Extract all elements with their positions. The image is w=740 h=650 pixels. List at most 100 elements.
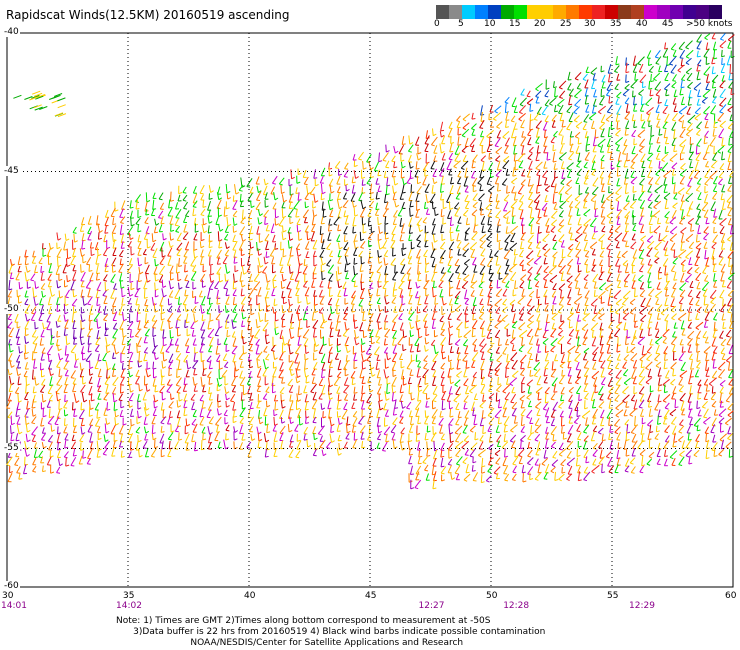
wind-barb-flag: [333, 223, 338, 226]
wind-barb-flag: [559, 206, 563, 210]
wind-barb: [479, 136, 485, 146]
wind-barb: [240, 329, 243, 339]
wind-barb-flag: [465, 326, 469, 329]
wind-barb-flag: [678, 48, 683, 51]
wind-barb-flag: [542, 248, 547, 251]
wind-barb: [153, 337, 156, 348]
wind-barb-flag: [648, 286, 652, 289]
wind-barb-flag: [690, 230, 695, 232]
wind-barb: [373, 161, 380, 171]
wind-barb: [601, 183, 605, 192]
wind-barb: [410, 184, 412, 194]
wind-barb-flag: [393, 191, 397, 194]
wind-barb: [440, 337, 447, 345]
wind-barb: [687, 321, 692, 328]
wind-barb: [625, 74, 627, 83]
wind-barb-flag: [449, 325, 454, 329]
wind-barb: [654, 241, 662, 249]
wind-barb-flag: [183, 238, 187, 241]
wind-barb-flag: [672, 206, 676, 209]
wind-barb: [640, 258, 644, 265]
wind-barb: [16, 336, 20, 345]
wind-barb: [81, 233, 85, 241]
wind-barb: [327, 353, 331, 363]
wind-barb: [137, 241, 142, 249]
wind-barb: [589, 217, 597, 227]
wind-barb: [143, 319, 149, 328]
wind-barb: [462, 265, 469, 274]
wind-barb: [490, 121, 493, 128]
wind-barb-flag: [682, 351, 686, 353]
wind-barb-flag: [192, 311, 196, 313]
wind-barb-flag: [637, 135, 642, 138]
wind-barb-flag: [240, 222, 245, 225]
wind-barb: [673, 249, 676, 258]
wind-barb: [696, 138, 702, 146]
wind-barb: [430, 160, 436, 169]
wind-barb: [249, 241, 252, 249]
wind-barb-flag: [208, 231, 212, 234]
wind-barb: [368, 295, 373, 306]
wind-barb-flag: [647, 327, 652, 329]
wind-barb-flag: [274, 197, 279, 201]
wind-barb: [257, 209, 261, 216]
wind-barb: [319, 175, 324, 184]
wind-barb: [391, 352, 398, 362]
colorbar-swatch: [631, 5, 644, 19]
wind-barb-flag: [409, 214, 414, 217]
wind-barb-flag: [616, 96, 620, 99]
wind-barb: [566, 162, 574, 169]
wind-barb: [264, 233, 270, 241]
wind-barb: [526, 298, 533, 306]
wind-barb-flag: [304, 198, 309, 201]
wind-barb: [696, 98, 700, 106]
wind-barb: [208, 281, 214, 290]
wind-barb: [433, 145, 438, 154]
wind-barb: [606, 335, 612, 345]
wind-barb-flag: [618, 321, 623, 324]
wind-barb: [533, 194, 541, 203]
wind-barb: [639, 200, 646, 209]
wind-barb: [432, 128, 434, 136]
wind-barb: [145, 208, 148, 216]
wind-barb: [463, 329, 472, 337]
wind-barb-flag: [719, 296, 724, 299]
wind-barb-flag: [506, 174, 510, 176]
wind-barb: [393, 177, 396, 186]
wind-barb: [328, 218, 331, 226]
wind-barb-flag: [514, 287, 519, 290]
wind-barb: [552, 193, 555, 204]
wind-barb: [681, 346, 684, 353]
wind-barb: [470, 273, 475, 283]
wind-barb: [597, 307, 604, 314]
wind-barb: [648, 177, 654, 185]
wind-barb: [232, 289, 237, 296]
wind-barb: [241, 209, 244, 220]
wind-barb: [63, 328, 66, 336]
wind-barb: [679, 88, 682, 96]
wind-barb-flag: [527, 304, 531, 307]
wind-barb-flag: [281, 318, 285, 321]
wind-barb-flag: [719, 86, 724, 89]
wind-barb-flag: [711, 166, 715, 169]
wind-barb: [599, 144, 604, 153]
wind-barb: [567, 313, 574, 320]
wind-barb: [337, 192, 340, 200]
wind-barb: [113, 283, 117, 290]
wind-barb: [434, 297, 436, 305]
wind-barb: [24, 336, 27, 344]
wind-barb: [416, 217, 423, 226]
wind-barb-flag: [625, 230, 629, 233]
wind-barb-flag: [695, 247, 700, 250]
wind-barb-flag: [566, 280, 571, 283]
wind-barb: [200, 256, 203, 265]
wind-barb: [215, 313, 221, 320]
wind-barb-flag: [64, 311, 69, 315]
wind-barb: [567, 281, 573, 288]
wind-barb: [137, 234, 141, 243]
wind-barb: [104, 225, 107, 234]
wind-barb: [41, 347, 46, 354]
wind-barb: [281, 194, 285, 203]
wind-barb-flag: [152, 334, 157, 337]
wind-barb-flag: [472, 335, 476, 338]
